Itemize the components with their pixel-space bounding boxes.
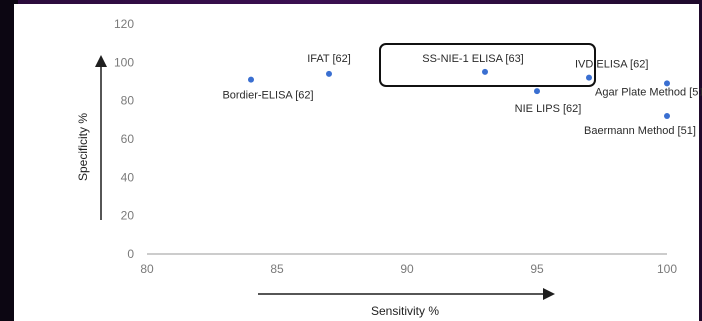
data-point <box>482 68 488 75</box>
data-point <box>586 74 592 81</box>
y-tick-label: 60 <box>121 132 135 146</box>
y-tick-label: 120 <box>114 17 134 31</box>
y-tick-label: 20 <box>121 209 135 223</box>
y-tick-labels: 0 20 40 60 80 100 120 <box>114 17 134 261</box>
x-tick-label: 100 <box>657 262 677 276</box>
y-tick-label: 100 <box>114 55 134 69</box>
point-label: Baermann Method [51] <box>584 125 696 137</box>
point-labels: Bordier-ELISA [62] IFAT [62] SS-NIE-1 ELIS… <box>222 53 702 137</box>
x-tick-label: 95 <box>530 262 544 276</box>
data-point <box>248 76 254 83</box>
x-axis-title: Sensitivity % <box>371 304 439 318</box>
x-tick-label: 80 <box>140 262 154 276</box>
y-axis-title: Specificity % <box>76 113 90 181</box>
highlight-box <box>379 43 596 87</box>
point-label: Bordier-ELISA [62] <box>222 90 313 102</box>
data-point <box>534 88 540 95</box>
data-point <box>664 113 670 119</box>
data-point <box>664 80 670 87</box>
point-label: IVD ELISA [62] <box>575 59 648 71</box>
y-tick-label: 40 <box>121 170 135 184</box>
point-label: IFAT [62] <box>307 53 351 65</box>
data-point <box>326 70 332 77</box>
x-tick-label: 85 <box>270 262 284 276</box>
left-frame <box>0 0 18 321</box>
y-tick-label: 0 <box>127 247 134 261</box>
point-label: SS-NIE-1 ELISA [63] <box>422 53 524 65</box>
x-tick-labels: 80 85 90 95 100 <box>140 262 677 276</box>
data-points <box>248 68 670 119</box>
point-label: NIE LIPS [62] <box>515 103 582 115</box>
point-label: Agar Plate Method [51] <box>595 86 702 98</box>
plot-area <box>147 24 667 254</box>
y-tick-label: 80 <box>121 94 135 108</box>
x-tick-label: 90 <box>400 262 414 276</box>
